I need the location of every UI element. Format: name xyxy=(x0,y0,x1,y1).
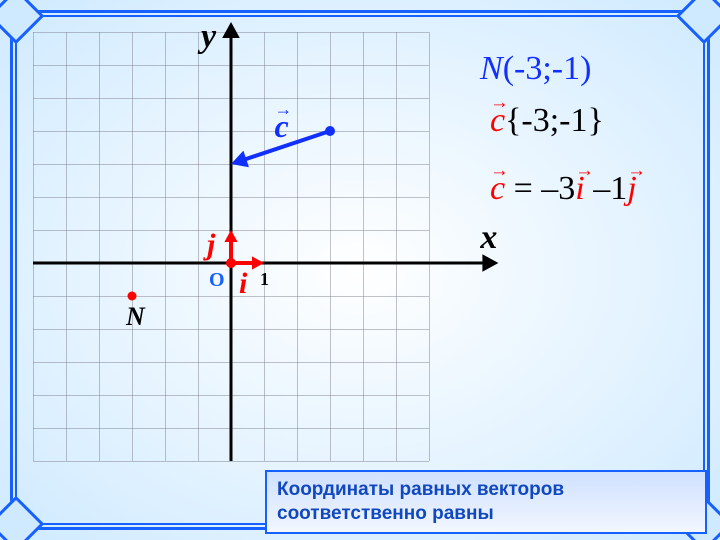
formula-N-coords: N(-3;-1) xyxy=(480,50,591,88)
x-axis-label: x xyxy=(480,219,497,257)
coef-a: –3 xyxy=(541,170,575,207)
i-letter: i xyxy=(575,170,584,208)
coordinate-plane: xyO1ijc→N xyxy=(33,32,429,461)
y-axis-label: y xyxy=(201,18,216,56)
coef-b: –1 xyxy=(593,170,627,207)
formula-c-expression: c = –3i –1j xyxy=(490,170,637,208)
i-unit-label: i xyxy=(239,267,247,301)
N-letter: N xyxy=(480,50,503,87)
one-label: 1 xyxy=(260,269,269,290)
caption-line-2: соответственно равны xyxy=(277,502,695,526)
c-letter-2: c xyxy=(490,170,505,208)
caption-line-1: Координаты равных векторов xyxy=(277,478,695,502)
vectors-layer xyxy=(33,32,429,461)
N-coords-text: (-3;-1) xyxy=(503,50,592,87)
c-vector-label: c→ xyxy=(275,108,289,145)
formula-c-coords: c{-3;-1} xyxy=(490,102,604,140)
j-unit-label: j xyxy=(207,228,215,262)
eq-sign: = xyxy=(505,170,541,207)
j-letter: j xyxy=(627,170,636,208)
point-N-label: N xyxy=(126,302,145,332)
caption-box: Координаты равных векторов соответственн… xyxy=(265,470,707,534)
c-coords-text: {-3;-1} xyxy=(505,102,604,139)
origin-label: O xyxy=(209,269,225,292)
slide: xyO1ijc→N N(-3;-1) c{-3;-1} c = –3i –1j … xyxy=(0,0,720,540)
c-letter-1: c xyxy=(490,102,505,140)
